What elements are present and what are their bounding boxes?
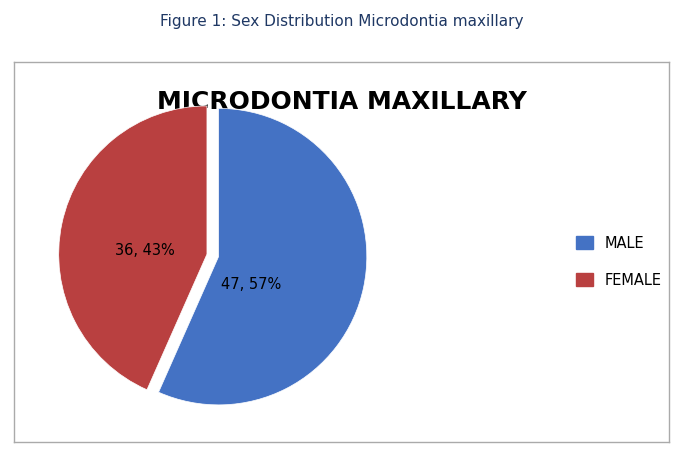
Wedge shape (158, 109, 367, 405)
Wedge shape (59, 107, 207, 390)
Text: Figure 1: Sex Distribution Microdontia maxillary: Figure 1: Sex Distribution Microdontia m… (160, 14, 523, 28)
Text: 36, 43%: 36, 43% (115, 242, 174, 257)
Legend: MALE, FEMALE: MALE, FEMALE (576, 236, 662, 287)
Text: MICRODONTIA MAXILLARY: MICRODONTIA MAXILLARY (156, 90, 527, 114)
Text: 47, 57%: 47, 57% (221, 276, 281, 291)
